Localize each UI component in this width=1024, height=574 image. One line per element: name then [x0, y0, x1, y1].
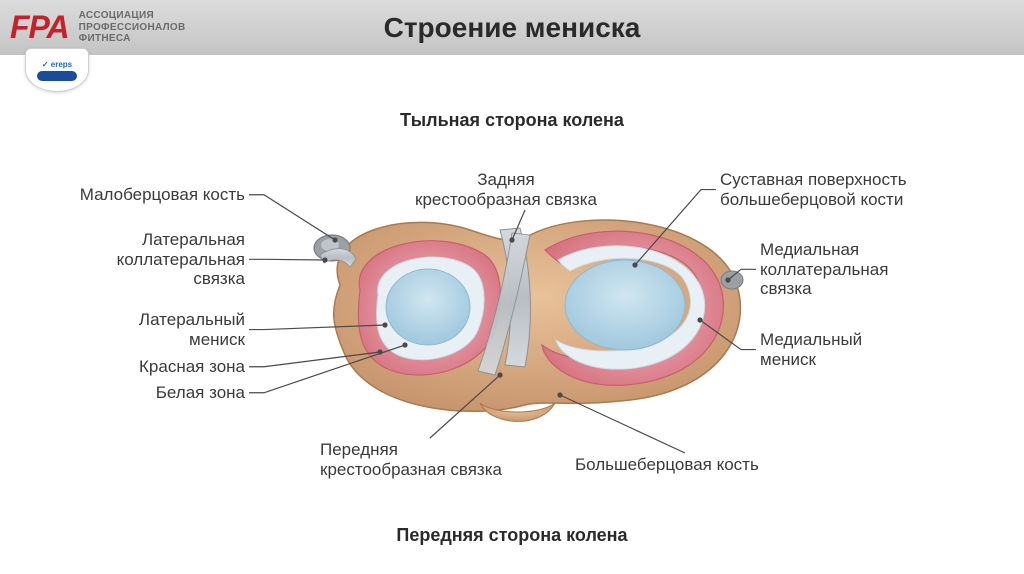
org-line1: АССОЦИАЦИЯ [79, 10, 186, 22]
label-tibia: Большеберцовая кость [575, 455, 759, 475]
leader-dot-white_zone [403, 343, 407, 347]
leader-dot-tibial_surface [633, 263, 637, 267]
label-acl: Передняякрестообразная связка [320, 440, 502, 479]
org-line3: ФИТНЕСА [79, 33, 186, 45]
label-red_zone: Красная зона [139, 357, 245, 377]
leader-tibia [560, 395, 685, 453]
label-med_collateral: Медиальнаяколлатеральнаясвязка [760, 240, 888, 299]
label-lat_collateral: Латеральнаяколлатеральнаясвязка [117, 230, 245, 289]
logo-block: FPA АССОЦИАЦИЯ ПРОФЕССИОНАЛОВ ФИТНЕСА [0, 9, 186, 46]
leader-dot-lat_meniscus [383, 323, 387, 327]
leader-dot-med_collateral [726, 278, 730, 282]
label-lat_meniscus: Латеральныймениск [139, 310, 245, 349]
leader-dot-tibia [558, 393, 562, 397]
leader-dot-fibula [333, 238, 337, 242]
leader-dot-med_meniscus [698, 318, 702, 322]
leader-dot-lat_collateral [323, 258, 327, 262]
leader-fibula [249, 195, 335, 240]
leader-dot-acl [498, 373, 502, 377]
fpa-logo: FPA [10, 9, 69, 46]
label-white_zone: Белая зона [156, 383, 245, 403]
label-med_meniscus: Медиальныймениск [760, 330, 862, 369]
org-name: АССОЦИАЦИЯ ПРОФЕССИОНАЛОВ ФИТНЕСА [79, 10, 186, 45]
medial-cartilage [565, 260, 685, 350]
diagram-area: Тыльная сторона колена Передняя сторона … [0, 55, 1024, 574]
header-bar: FPA АССОЦИАЦИЯ ПРОФЕССИОНАЛОВ ФИТНЕСА Ст… [0, 0, 1024, 55]
leader-dot-pcl [510, 238, 514, 242]
org-line2: ПРОФЕССИОНАЛОВ [79, 22, 186, 34]
label-fibula: Малоберцовая кость [80, 185, 245, 205]
leader-lat_collateral [249, 259, 325, 260]
label-tibial_surface: Суставная поверхностьбольшеберцовой кост… [720, 170, 907, 209]
label-pcl: Задняякрестообразная связка [415, 170, 597, 209]
lateral-cartilage [386, 269, 470, 345]
mcl-attachment [721, 271, 743, 289]
